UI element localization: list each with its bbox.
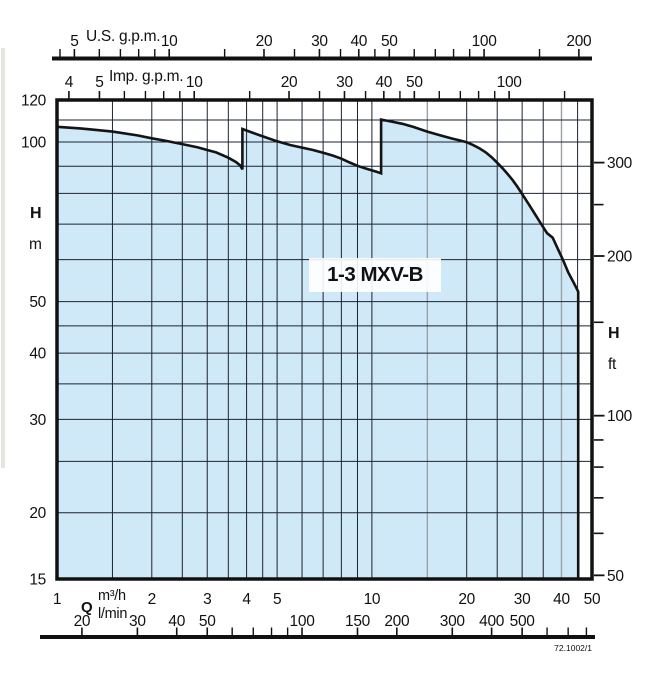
flow-unit-lmin: l/min (98, 606, 128, 622)
h-m-tick-label: 30 (29, 412, 46, 429)
q-m3h-tick-label: 10 (364, 591, 381, 608)
q-m3h-tick-label: 5 (273, 591, 281, 608)
h-m-tick-label: 120 (21, 93, 47, 110)
h-m-tick-label: 50 (29, 294, 46, 311)
us-gpm-tick-label: 5 (70, 33, 78, 50)
right-axis-symbol: H (608, 325, 620, 342)
us-gpm-tick-label: 30 (311, 33, 328, 50)
right-axis-unit: ft (608, 356, 617, 373)
us-gpm-tick-label: 40 (350, 33, 367, 50)
h-m-tick-label: 100 (21, 134, 47, 151)
lmin-tick-label: 150 (345, 613, 371, 630)
coverage-area-fill (57, 119, 579, 579)
us-gpm-axis-bar (52, 56, 592, 61)
imp-gpm-tick-label: 100 (497, 74, 523, 91)
q-m3h-tick-label: 3 (203, 591, 211, 608)
h-ft-tick-label: 200 (607, 249, 633, 266)
right-axis: 300 200 100 50 (594, 155, 633, 585)
q-m3h-tick-label: 40 (553, 591, 570, 608)
pump-series-label: 1-3 MXV-B (309, 258, 441, 292)
h-m-tick-label: 20 (29, 505, 46, 522)
flow-axis-symbol: Q (81, 599, 93, 616)
curve-layer (56, 118, 580, 579)
lmin-tick-label: 300 (440, 613, 466, 630)
h-m-tick-label: 40 (29, 346, 46, 363)
q-m3h-tick-label: 4 (242, 591, 251, 608)
q-m3h-tick-label: 1 (53, 591, 61, 608)
frame-layer (55, 98, 594, 581)
lmin-axis-bar (40, 635, 595, 639)
lmin-tick-label: 50 (199, 613, 216, 630)
q-m3h-tick-label: 2 (148, 591, 156, 608)
us-gpm-tick-label: 50 (381, 33, 398, 50)
lmin-tick-label: 40 (168, 613, 185, 630)
area-layer (57, 119, 579, 579)
us-gpm-tick-label: 200 (566, 33, 592, 50)
imp-gpm-tick-label: 4 (65, 74, 74, 91)
flow-unit-m3h: m³/h (98, 588, 126, 604)
coverage-envelope-curve (56, 118, 580, 579)
imp-gpm-tick-label: 40 (375, 74, 392, 91)
h-ft-tick-label: 50 (607, 568, 624, 585)
left-axis-unit: m (29, 236, 42, 253)
lmin-tick-label: 200 (384, 613, 410, 630)
q-m3h-tick-label: 20 (458, 591, 475, 608)
imp-gpm-axis-title: Imp. g.p.m. (109, 68, 184, 85)
h-ft-tick-label: 300 (607, 155, 633, 172)
h-ft-tick-label: 100 (607, 408, 633, 425)
h-m-tick-label: 15 (29, 572, 46, 589)
m3h-axis-labels: 1 2 3 4 5 10 20 30 40 50 (53, 591, 601, 608)
us-gpm-axis: 5 10 20 30 40 50 100 200 (52, 33, 592, 61)
us-gpm-tick-label: 10 (161, 33, 178, 50)
imp-gpm-tick-label: 10 (186, 74, 203, 91)
us-gpm-tick-label: 100 (472, 33, 498, 50)
plot-frame (55, 98, 594, 581)
lmin-tick-label: 500 (510, 613, 536, 630)
imp-gpm-tick-label: 50 (406, 74, 423, 91)
grid-layer (57, 100, 592, 579)
imp-gpm-tick-label: 20 (281, 74, 298, 91)
imp-gpm-axis: 4 5 10 20 30 40 50 100 (65, 74, 566, 99)
us-gpm-axis-title: U.S. g.p.m. (86, 28, 161, 45)
imp-gpm-tick-label: 30 (336, 74, 353, 91)
q-m3h-tick-label: 30 (514, 591, 531, 608)
lmin-tick-label: 400 (479, 613, 505, 630)
lmin-axis: 20 30 40 50 100 150 200 300 400 500 (40, 613, 595, 639)
left-axis-labels: 120 100 50 40 30 20 15 (21, 93, 47, 589)
q-m3h-tick-label: 50 (584, 591, 601, 608)
lmin-tick-label: 20 (74, 613, 91, 630)
scan-artifact-strip (1, 48, 5, 468)
drawing-number: 72.1002/1 (554, 643, 592, 653)
lmin-tick-label: 30 (129, 613, 146, 630)
us-gpm-tick-label: 20 (256, 33, 273, 50)
lmin-tick-label: 100 (290, 613, 316, 630)
left-axis-symbol: H (30, 205, 42, 222)
imp-gpm-tick-label: 5 (95, 74, 103, 91)
